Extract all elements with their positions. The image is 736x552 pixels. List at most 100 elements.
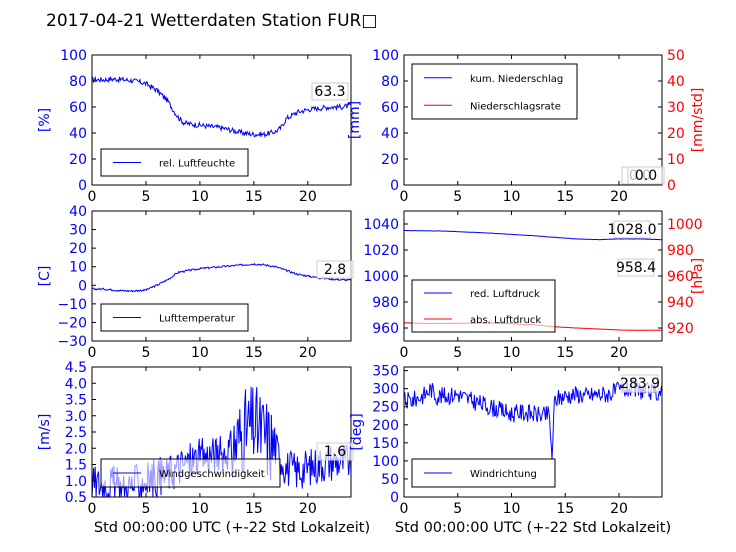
x-tick-label-wind_speed: 20: [299, 501, 317, 517]
chart-wind_speed: 0 5 10 15 20 0.51.01.52.02.53.03.54.04.5 [m/s]…: [37, 360, 354, 517]
value-box-wind_speed: [316, 442, 354, 461]
y-tick-label-temperature: 40: [69, 204, 87, 220]
x-tick-label-wind_direction: 5: [453, 501, 462, 517]
legend-label-wind_speed: Windgeschwindigkeit: [159, 469, 265, 480]
series-line-humidity-0: [91, 75, 352, 139]
y-tick-label-pressure: 960: [372, 321, 399, 337]
y-tick-label-wind_speed: 2.0: [65, 441, 87, 457]
value-box-humidity: [311, 82, 349, 101]
y-tick-label-wind_speed: 0.5: [65, 490, 87, 506]
y-tick-label-temperature: 30: [69, 223, 87, 239]
y2-tick-label-precip: 50: [667, 48, 685, 64]
y-tick-label-humidity: 40: [69, 126, 87, 142]
value-annotation-precip: 0.0: [635, 168, 657, 184]
y-tick-label-wind_direction: 100: [372, 454, 399, 470]
y2-tick-label-precip: 0: [667, 178, 676, 194]
value-box-wind_direction: [621, 374, 659, 393]
x-tick-label-humidity: 15: [245, 189, 263, 205]
value-annotation-humidity: 63.3: [314, 84, 345, 100]
x-tick-label-wind_speed: 10: [191, 501, 209, 517]
series-line-temperature-0: [91, 262, 352, 293]
x-tick-label-humidity: 5: [141, 189, 150, 205]
x-tick-label-temperature: 5: [141, 345, 150, 361]
y2-tick-label-pressure: 1000: [667, 217, 703, 233]
y-tick-label-precip: 40: [381, 126, 399, 142]
value-box-pressure: [617, 258, 655, 277]
x-tick-label-wind_direction: 20: [610, 501, 628, 517]
y-axis-label-temperature: [C]: [37, 266, 53, 287]
x-tick-label-humidity: 10: [191, 189, 209, 205]
series-line-wind_direction-0: [403, 379, 663, 460]
chart-pressure: 0 5 10 15 20 960 980 1000 1020 1040 920 940 960 980 10…: [363, 210, 706, 361]
x-tick-label-wind_direction: 15: [556, 501, 574, 517]
y-tick-label-wind_speed: 3.0: [65, 409, 87, 425]
legend-label-humidity: rel. Luftfeuchte: [159, 159, 235, 170]
x-tick-label-temperature: 0: [88, 345, 97, 361]
y-tick-label-pressure: 1000: [363, 269, 399, 285]
y-tick-label-wind_direction: 150: [372, 436, 399, 452]
x-tick-label-precip: 5: [453, 189, 462, 205]
y-tick-label-pressure: 980: [372, 295, 399, 311]
value-annotation-wind_speed: 1.6: [324, 444, 346, 460]
y-tick-label-wind_direction: 50: [381, 472, 399, 488]
value-annotation-wind_direction: 283.9: [620, 376, 660, 392]
y-tick-label-wind_direction: 350: [372, 364, 399, 380]
x-tick-label-humidity: 0: [88, 189, 97, 205]
x-tick-label-precip: 20: [610, 189, 628, 205]
y2-tick-label-precip: 20: [667, 126, 685, 142]
legend-box-pressure: [411, 279, 556, 333]
y-tick-label-precip: 80: [381, 74, 399, 90]
legend-label-temperature: Lufttemperatur: [159, 314, 236, 325]
y-tick-label-precip: 60: [381, 100, 399, 116]
y-tick-label-humidity: 60: [69, 100, 87, 116]
y-tick-label-precip: 100: [372, 48, 399, 64]
y-tick-label-wind_speed: 4.5: [65, 360, 87, 376]
y-tick-label-humidity: 80: [69, 74, 87, 90]
y2-tick-label-precip: 40: [667, 74, 685, 90]
x-tick-label-pressure: 15: [556, 345, 574, 361]
y-tick-label-temperature: 10: [69, 260, 87, 276]
y-tick-label-wind_speed: 1.5: [65, 458, 87, 474]
x-tick-label-wind_speed: 15: [245, 501, 263, 517]
y-axis-label-wind_direction: [deg]: [349, 413, 365, 450]
x-axis-label-left: Std 00:00:00 UTC (+-22 Std Lokalzeit): [94, 520, 370, 536]
y-tick-label-pressure: 1020: [363, 243, 399, 259]
y-tick-label-wind_speed: 2.5: [65, 425, 87, 441]
y2-tick-label-pressure: 960: [667, 269, 694, 285]
chart-temperature: 0 5 10 15 20 −30 −20 −10 0 10 20 30 40 [C] Lufttempera…: [37, 204, 354, 361]
y-axis-label-humidity: [%]: [37, 108, 53, 132]
legend-label-precip: kum. Niederschlag: [470, 74, 563, 85]
legend-label-wind_direction: Windrichtung: [470, 469, 537, 480]
x-tick-label-wind_direction: 0: [400, 501, 409, 517]
y-tick-label-wind_direction: 0: [390, 490, 399, 506]
y-tick-label-precip: 20: [381, 152, 399, 168]
y2-tick-label-pressure: 920: [667, 321, 694, 337]
x-tick-label-wind_direction: 10: [503, 501, 521, 517]
chart-wind_direction: 0 5 10 15 20050100150200250300350[deg]Windri…: [349, 364, 663, 517]
x-tick-label-precip: 10: [503, 189, 521, 205]
legend-box-precip: [411, 63, 578, 120]
y2-tick-label-pressure: 980: [667, 243, 694, 259]
y2-axis-label-precip: [mm/std]: [690, 88, 706, 153]
value-annotation-pressure: 958.4: [616, 260, 656, 276]
x-tick-label-temperature: 20: [299, 345, 317, 361]
y-tick-label-wind_direction: 300: [372, 382, 399, 398]
y-tick-label-humidity: 20: [69, 152, 87, 168]
plot-frame-precip: [403, 54, 663, 186]
y-tick-label-temperature: 0: [78, 278, 87, 294]
y-tick-label-wind_speed: 4.0: [65, 376, 87, 392]
plot-frame-humidity: [91, 54, 352, 186]
y-tick-label-humidity: 0: [78, 178, 87, 194]
chart-precip: 0 5 10 15 20 0 20 40 60 80 100 0 10 20 30 40 50 [mm] [mm/s…: [347, 48, 706, 205]
y-tick-label-wind_speed: 3.5: [65, 393, 87, 409]
y-tick-label-temperature: 20: [69, 241, 87, 257]
y-axis-label-wind_speed: [m/s]: [37, 414, 53, 451]
value-annotation-temperature: 2.8: [324, 262, 346, 278]
value-annotation-pressure: 1028.0: [608, 222, 657, 238]
value-box-pressure: [613, 220, 651, 239]
value-box-temperature: [316, 260, 354, 279]
x-tick-label-wind_speed: 5: [141, 501, 150, 517]
x-axis-label-right: Std 00:00:00 UTC (+-22 Std Lokalzeit): [395, 520, 671, 536]
x-tick-label-pressure: 10: [503, 345, 521, 361]
chart-humidity: 0 5 10 15 20 0 20 40 60 80 100 [%] rel. Luftfeuchte 6…: [37, 48, 352, 205]
